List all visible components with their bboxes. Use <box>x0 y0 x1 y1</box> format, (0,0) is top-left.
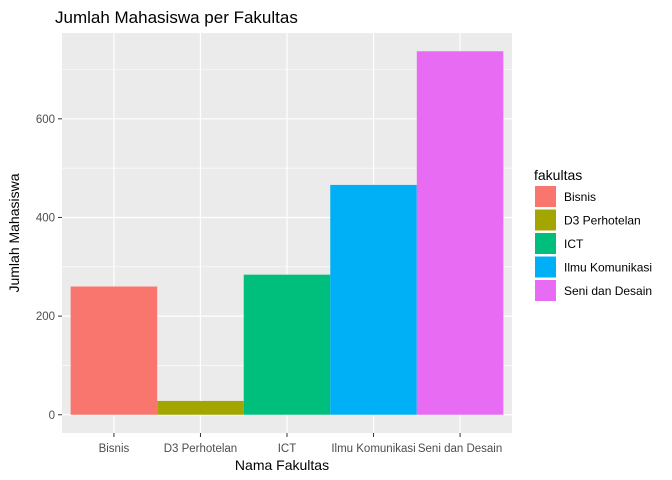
legend-swatch <box>535 280 556 301</box>
legend-label: Seni dan Desain <box>564 284 652 298</box>
x-axis-title: Nama Fakultas <box>235 457 329 473</box>
x-tick-label: Seni dan Desain <box>418 443 502 455</box>
x-tick-label: Bisnis <box>99 443 130 455</box>
chart-title: Jumlah Mahasiswa per Fakultas <box>55 8 298 27</box>
y-axis-ticks: 0 200 400 600 <box>36 114 62 422</box>
bar-seni-dan-desain <box>416 51 504 415</box>
y-tick-label: 600 <box>36 114 55 126</box>
y-tick-label: 400 <box>36 212 55 224</box>
legend-swatch <box>535 233 556 254</box>
bar-ict <box>243 274 331 415</box>
legend-label: D3 Perhotelan <box>564 214 641 228</box>
legend-label: Bisnis <box>564 190 596 204</box>
bar-d3-perhotelan <box>157 400 244 415</box>
legend-label: Ilmu Komunikasi <box>564 261 652 275</box>
y-tick-label: 200 <box>36 311 55 323</box>
x-tick-label: D3 Perhotelan <box>164 443 238 455</box>
x-axis-ticks: Bisnis D3 Perhotelan ICT Ilmu Komunikasi Sen… <box>99 433 502 455</box>
y-tick-label: 0 <box>49 410 55 422</box>
legend-swatch <box>535 256 556 278</box>
bar-ilmu-komunikasi <box>330 184 417 415</box>
legend-swatch <box>535 186 556 207</box>
bar-bisnis <box>70 286 158 415</box>
legend: fakultas Bisnis D3 Perhotelan ICT Ilmu Komu… <box>534 167 652 301</box>
x-tick-label: ICT <box>278 443 297 455</box>
y-axis-title: Jumlah Mahasiswa <box>6 173 22 292</box>
legend-label: ICT <box>564 237 584 251</box>
bars <box>70 51 504 415</box>
legend-title: fakultas <box>534 167 582 183</box>
x-tick-label: Ilmu Komunikasi <box>331 443 415 455</box>
legend-swatch <box>535 209 556 231</box>
